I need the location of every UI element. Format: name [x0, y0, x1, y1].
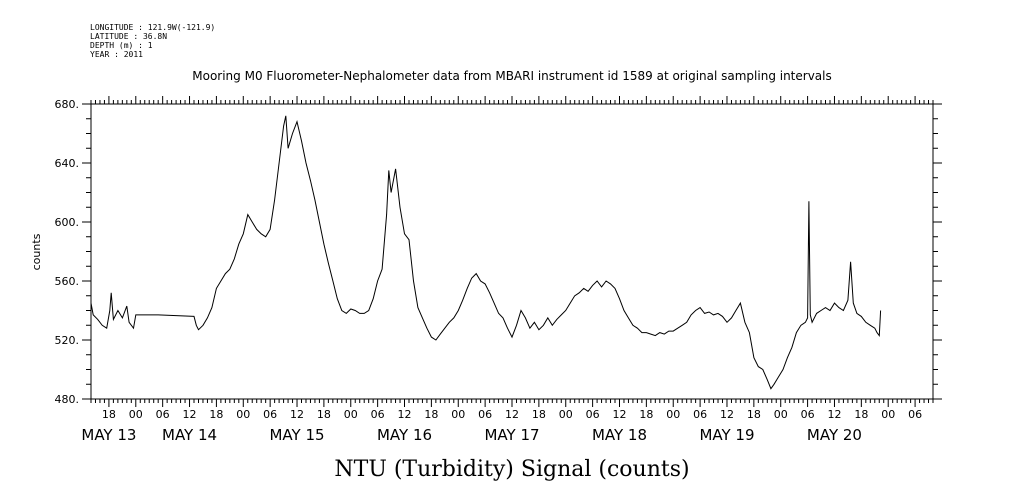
series-layer [90, 115, 882, 390]
x-day-label: MAY 14 [162, 426, 217, 444]
latitude-text: LATITUDE : 36.8N [90, 32, 167, 41]
x-hour-label: 18 [532, 408, 546, 421]
x-hour-label: 12 [183, 408, 197, 421]
y-tick-label: 560. [55, 275, 80, 288]
x-hour-label: 00 [129, 408, 143, 421]
x-day-label: MAY 18 [592, 426, 647, 444]
x-hour-label: 06 [156, 408, 170, 421]
y-tick-label: 640. [55, 157, 80, 170]
x-day-label: MAY 16 [377, 426, 432, 444]
x-hour-label: 00 [881, 408, 895, 421]
x-hour-label: 18 [747, 408, 761, 421]
x-hour-label: 18 [854, 408, 868, 421]
x-hour-label: 18 [639, 408, 653, 421]
year-text: YEAR : 2011 [90, 50, 143, 59]
series-line [90, 115, 882, 390]
x-axis-title: NTU (Turbidity) Signal (counts) [334, 457, 689, 482]
x-hour-label: 06 [586, 408, 600, 421]
longitude-text: LONGITUDE : 121.9W(-121.9) [90, 23, 215, 32]
x-hour-label: 12 [612, 408, 626, 421]
y-tick-label: 520. [55, 334, 80, 347]
x-hour-label: 06 [908, 408, 922, 421]
x-hour-label: 00 [559, 408, 573, 421]
x-hour-label: 00 [451, 408, 465, 421]
x-hour-label: 06 [478, 408, 492, 421]
chart-title: Mooring M0 Fluorometer-Nephalometer data… [192, 69, 832, 83]
depth-text: DEPTH (m) : 1 [90, 41, 153, 50]
x-hour-label: 12 [827, 408, 841, 421]
x-day-label: MAY 19 [699, 426, 754, 444]
x-day-label: MAY 15 [269, 426, 324, 444]
x-hour-label: 00 [666, 408, 680, 421]
x-hour-label: 12 [720, 408, 734, 421]
x-hour-label: 06 [801, 408, 815, 421]
x-day-label: MAY 17 [484, 426, 539, 444]
x-hour-label: 12 [290, 408, 304, 421]
y-tick-label: 600. [55, 216, 80, 229]
x-hour-label: 18 [209, 408, 223, 421]
x-hour-label: 06 [693, 408, 707, 421]
y-axis-title: counts [30, 233, 43, 270]
x-hour-label: 18 [102, 408, 116, 421]
x-hour-label: 06 [263, 408, 277, 421]
x-hour-label: 00 [344, 408, 358, 421]
x-hour-label: 12 [505, 408, 519, 421]
x-axis-labels: 18 00 06 12 18 00 06 12 18 00 06 12 18 00 06 12 18 00 06 12… [81, 408, 922, 444]
axis-ticks [82, 96, 942, 407]
x-hour-label: 12 [398, 408, 412, 421]
x-day-label: MAY 13 [81, 426, 136, 444]
y-tick-label: 480. [55, 393, 80, 406]
x-hour-label: 06 [371, 408, 385, 421]
x-day-label: MAY 20 [807, 426, 862, 444]
plot-frame [90, 103, 934, 400]
x-hour-label: 00 [236, 408, 250, 421]
y-axis-labels: 480. 520. 560. 600. 640. 680. [55, 98, 80, 406]
x-hour-label: 00 [774, 408, 788, 421]
x-hour-label: 18 [424, 408, 438, 421]
x-hour-label: 18 [317, 408, 331, 421]
y-tick-label: 680. [55, 98, 80, 111]
